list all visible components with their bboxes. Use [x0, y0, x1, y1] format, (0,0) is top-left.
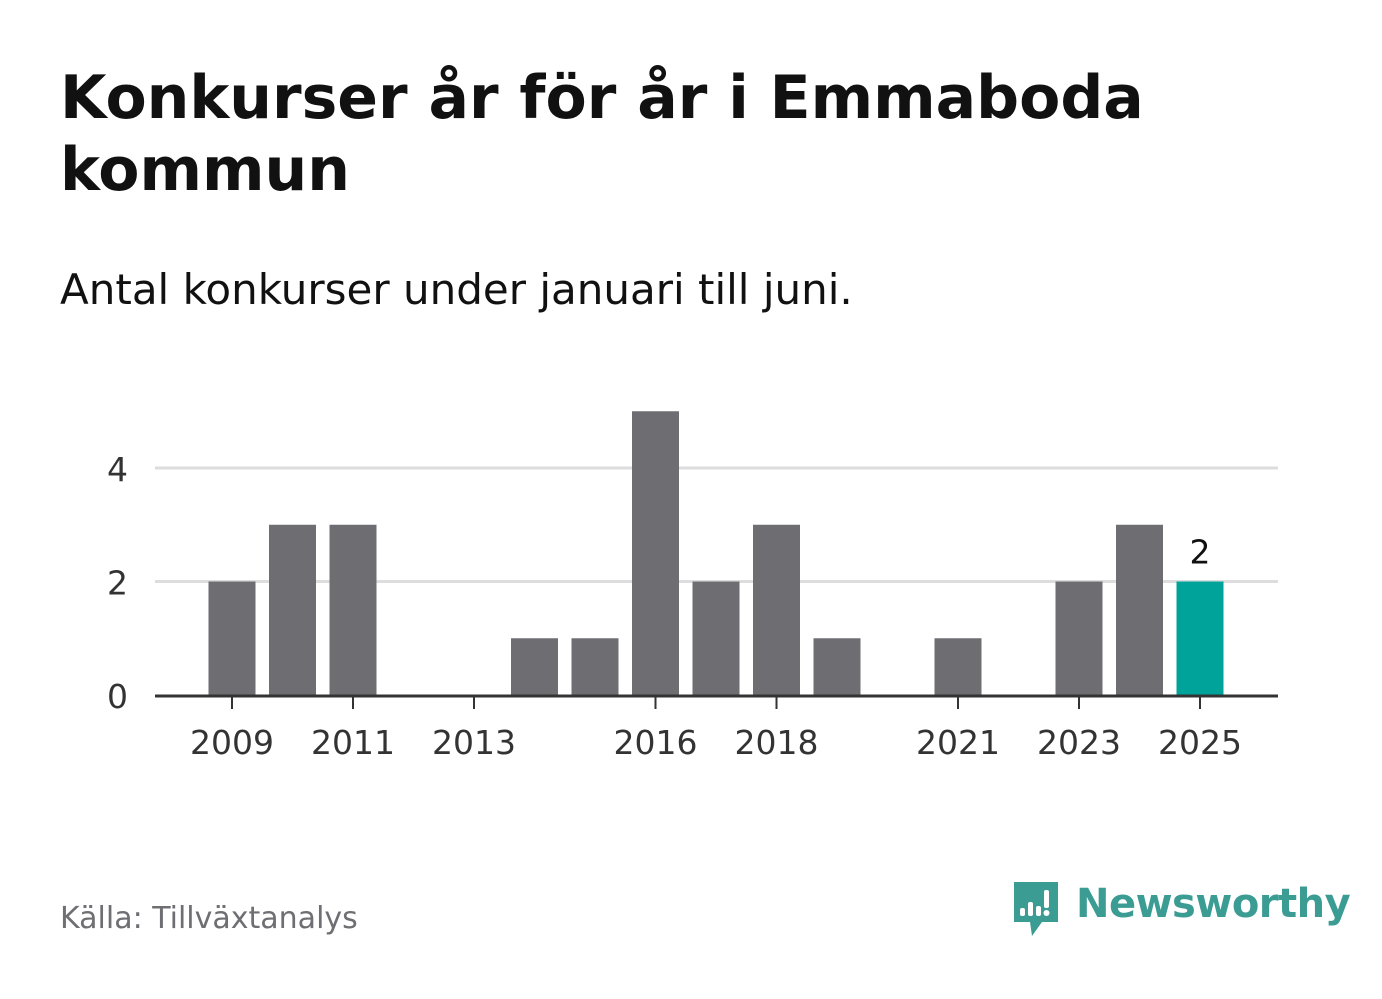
x-tick-label: 2009: [190, 723, 274, 762]
bar: [1116, 524, 1163, 695]
x-tick-label: 2013: [432, 723, 516, 762]
bar: [1055, 581, 1103, 695]
source-note: Källa: Tillväxtanalys: [60, 901, 358, 936]
bar: [208, 581, 256, 695]
bar: [934, 638, 982, 695]
newsworthy-logo-icon: [1014, 882, 1058, 936]
bar: [692, 581, 740, 695]
x-tick-label: 2018: [735, 723, 819, 762]
x-tick-label: 2016: [614, 723, 698, 762]
bar: [753, 524, 800, 695]
brand-name: Newsworthy: [1076, 881, 1351, 927]
x-tick-label: 2021: [916, 723, 1000, 762]
bar: [632, 411, 679, 695]
x-tick-label: 2023: [1037, 723, 1121, 762]
bar: [571, 638, 619, 695]
x-tick-label: 2011: [311, 723, 395, 762]
brand-logo[interactable]: Newsworthy: [1010, 878, 1351, 942]
bar: [329, 524, 377, 695]
x-tick-label: 2025: [1158, 723, 1242, 762]
bar: [511, 638, 558, 695]
bar-chart: 0 2 4 2009 2011 2013 2016 2018 2021 2023 2025 2: [107, 411, 1278, 762]
y-tick-label: 0: [107, 677, 128, 716]
y-tick-label: 4: [107, 450, 128, 489]
y-tick-label: 2: [107, 564, 128, 603]
bar: [813, 638, 861, 695]
bar: [269, 524, 316, 695]
chart-subtitle: Antal konkurser under januari till juni.: [60, 265, 853, 314]
chart-title: Konkurser år för år i Emmaboda kommun: [60, 63, 1144, 205]
bar: [1176, 581, 1224, 695]
data-label: 2: [1190, 533, 1211, 572]
